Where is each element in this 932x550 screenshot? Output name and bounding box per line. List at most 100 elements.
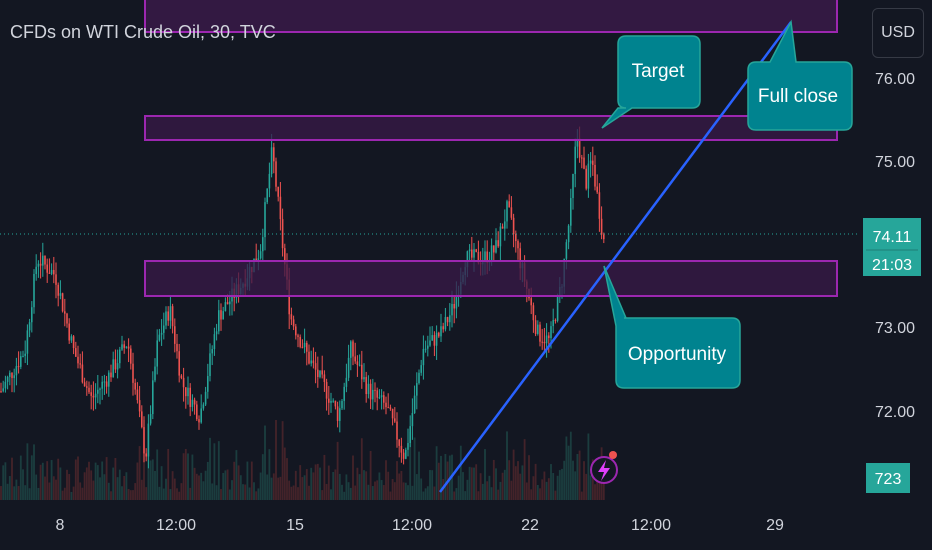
candle-body — [405, 449, 407, 459]
resistance-zone-top[interactable] — [144, 0, 838, 33]
candle-body — [455, 295, 458, 309]
candle-body — [378, 397, 381, 399]
time-axis[interactable]: 8 12:00 15 12:00 22 12:00 29 — [0, 500, 858, 550]
volume-bar — [145, 487, 148, 500]
callout-full-close[interactable]: Full close — [747, 19, 853, 131]
volume-bar — [127, 489, 130, 500]
callout-full-close-label: Full close — [758, 86, 838, 107]
volume-bar — [66, 469, 68, 500]
candle-body — [427, 345, 429, 349]
volume-bar — [70, 491, 73, 500]
volume-bar — [418, 451, 420, 500]
volume-bar — [541, 479, 544, 500]
volume-bar — [239, 475, 242, 500]
candle-body — [303, 342, 306, 348]
candle-body — [207, 376, 209, 392]
candle-body — [418, 372, 420, 384]
volume-bar — [429, 470, 431, 500]
volume-bar — [396, 461, 398, 500]
candle-body — [154, 366, 156, 381]
candle-body — [160, 332, 163, 335]
candle-body — [218, 310, 220, 332]
candle-body — [508, 201, 510, 208]
volume-bar — [550, 464, 552, 500]
volume-bar — [435, 446, 438, 500]
candle-body — [152, 380, 154, 415]
candle-body — [2, 388, 4, 392]
candle-body — [325, 382, 328, 399]
volume-bar — [506, 431, 508, 500]
x-tick-label: 12:00 — [631, 517, 671, 534]
volume-bar — [488, 475, 491, 500]
candle-body — [134, 382, 136, 390]
candle-body — [394, 418, 396, 422]
lightning-event-icon[interactable] — [590, 451, 618, 484]
volume-bar — [561, 468, 563, 500]
volume-bar — [602, 472, 605, 500]
candle-body — [402, 452, 405, 459]
volume-bar — [572, 460, 574, 500]
volume-bar — [411, 485, 414, 500]
volume-bar — [303, 475, 306, 500]
volume-bar — [99, 477, 101, 500]
volume-bar — [191, 454, 194, 500]
volume-bar — [534, 463, 537, 500]
candle-body — [66, 313, 68, 324]
volume-bar — [543, 471, 546, 500]
support-zone-opportunity[interactable] — [144, 260, 838, 297]
candle-body — [372, 389, 374, 400]
volume-bar — [495, 468, 497, 500]
volume-bar — [26, 443, 29, 500]
volume-bar — [77, 456, 79, 500]
candle-body — [413, 395, 416, 414]
candle-body — [176, 343, 178, 352]
volume-badge — [866, 463, 910, 493]
volume-bar — [169, 489, 172, 500]
volume-bar — [400, 470, 403, 500]
callout-opportunity[interactable]: Opportunity — [603, 265, 741, 389]
current-price-label: 74.11 — [873, 229, 912, 246]
candle-body — [259, 251, 262, 259]
candle-body — [145, 453, 147, 457]
candle-body — [424, 348, 427, 350]
volume-bar — [462, 472, 464, 500]
volume-bar — [233, 461, 236, 500]
volume-bar — [72, 486, 75, 500]
candle-body — [185, 387, 187, 397]
volume-bar — [268, 449, 271, 500]
candle-body — [308, 351, 310, 364]
candle-body — [334, 400, 337, 407]
candle-body — [339, 408, 341, 421]
volume-bar — [389, 491, 392, 500]
volume-bar — [347, 482, 350, 500]
trendline[interactable] — [438, 21, 793, 493]
volume-bar — [110, 491, 112, 500]
candle-body — [182, 377, 185, 388]
candle-body — [398, 439, 400, 446]
candle-body — [61, 293, 64, 312]
currency-button[interactable]: USD — [872, 8, 924, 58]
candle-body — [295, 326, 297, 336]
callout-target[interactable]: Target — [601, 35, 701, 129]
candle-body — [493, 245, 495, 253]
volume-bar — [171, 471, 174, 500]
volume-bar — [367, 484, 370, 500]
volume-bar — [255, 491, 258, 500]
candle-body — [396, 421, 398, 440]
volume-bar — [55, 479, 57, 500]
candle-body — [94, 393, 97, 398]
resistance-zone-target[interactable] — [144, 115, 838, 141]
candle-body — [330, 400, 332, 403]
candle-body — [273, 147, 275, 162]
candle-body — [543, 341, 546, 344]
volume-bar — [189, 487, 192, 500]
price-scale[interactable]: 76.00 75.00 73.00 72.00 74.11 21:03 723 — [858, 0, 932, 550]
candle-body — [341, 400, 343, 409]
candle-body — [367, 383, 370, 395]
candle-body — [110, 372, 112, 378]
volume-bar — [292, 485, 295, 500]
candle-body — [358, 364, 361, 366]
candle-body — [68, 323, 70, 341]
volume-bar — [204, 470, 207, 500]
